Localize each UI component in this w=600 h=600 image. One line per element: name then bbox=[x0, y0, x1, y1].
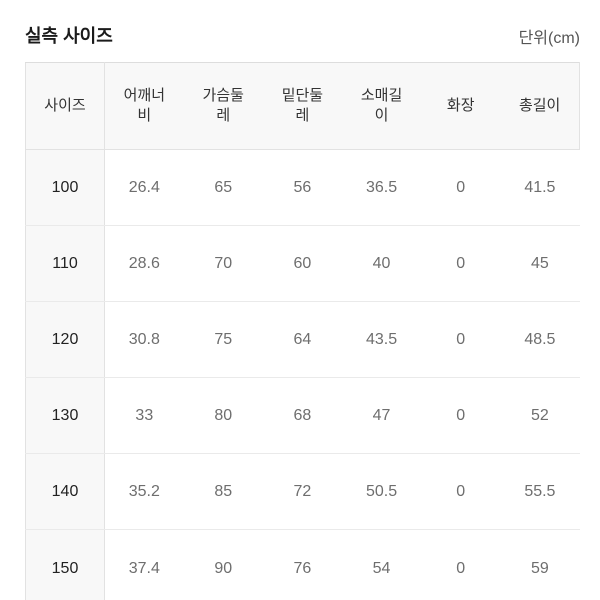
cell-value: 68 bbox=[262, 377, 342, 454]
size-table-body: 100 26.4 65 56 36.5 0 41.5 110 28.6 70 6… bbox=[25, 149, 580, 600]
cell-value: 90 bbox=[183, 529, 263, 600]
cell-value: 30.8 bbox=[104, 301, 184, 378]
column-header-size: 사이즈 bbox=[25, 62, 105, 150]
column-header-chest-girth: 가슴둘 레 bbox=[183, 62, 263, 150]
row-size-label: 140 bbox=[25, 453, 105, 530]
cell-value: 76 bbox=[262, 529, 342, 600]
cell-value: 0 bbox=[421, 301, 501, 378]
cell-value: 47 bbox=[341, 377, 422, 454]
table-row-size-110: 110 28.6 70 60 40 0 45 bbox=[25, 225, 580, 302]
cell-value: 0 bbox=[421, 453, 501, 530]
cell-value: 36.5 bbox=[341, 149, 422, 226]
cell-value: 70 bbox=[183, 225, 263, 302]
cell-value: 0 bbox=[421, 225, 501, 302]
cell-value: 45 bbox=[500, 225, 580, 302]
row-size-label: 130 bbox=[25, 377, 105, 454]
cell-value: 72 bbox=[262, 453, 342, 530]
row-size-label: 110 bbox=[25, 225, 105, 302]
cell-value: 54 bbox=[341, 529, 422, 600]
table-row-size-140: 140 35.2 85 72 50.5 0 55.5 bbox=[25, 453, 580, 530]
cell-value: 80 bbox=[183, 377, 263, 454]
cell-value: 28.6 bbox=[104, 225, 184, 302]
cell-value: 0 bbox=[421, 377, 501, 454]
cell-value: 33 bbox=[104, 377, 184, 454]
cell-value: 48.5 bbox=[500, 301, 580, 378]
cell-value: 50.5 bbox=[341, 453, 422, 530]
cell-value: 0 bbox=[421, 149, 501, 226]
size-table: 사이즈 어깨너 비 가슴둘 레 밑단둘 레 소매길 이 화장 총길이 100 2… bbox=[25, 62, 581, 600]
unit-label: 단위(cm) bbox=[518, 29, 580, 47]
table-row-size-150: 150 37.4 90 76 54 0 59 bbox=[25, 529, 580, 600]
column-header-sleeve-length: 소매길 이 bbox=[341, 62, 422, 150]
cell-value: 37.4 bbox=[104, 529, 184, 600]
cell-value: 56 bbox=[262, 149, 342, 226]
table-row-size-130: 130 33 80 68 47 0 52 bbox=[25, 377, 580, 454]
cell-value: 85 bbox=[183, 453, 263, 530]
page-title: 실측 사이즈 bbox=[25, 26, 113, 47]
cell-value: 64 bbox=[262, 301, 342, 378]
cell-value: 60 bbox=[262, 225, 342, 302]
cell-value: 41.5 bbox=[500, 149, 580, 226]
cell-value: 59 bbox=[500, 529, 580, 600]
column-header-total-length: 총길이 bbox=[500, 62, 581, 150]
cell-value: 35.2 bbox=[104, 453, 184, 530]
row-size-label: 120 bbox=[25, 301, 105, 378]
column-header-shoulder-width: 어깨너 비 bbox=[104, 62, 184, 150]
cell-value: 26.4 bbox=[104, 149, 184, 226]
table-row-size-120: 120 30.8 75 64 43.5 0 48.5 bbox=[25, 301, 580, 378]
cell-value: 65 bbox=[183, 149, 263, 226]
column-header-hwajang: 화장 bbox=[421, 62, 501, 150]
cell-value: 40 bbox=[341, 225, 422, 302]
header-row: 사이즈 어깨너 비 가슴둘 레 밑단둘 레 소매길 이 화장 총길이 bbox=[25, 62, 581, 150]
row-size-label: 100 bbox=[25, 149, 105, 226]
cell-value: 52 bbox=[500, 377, 580, 454]
section-header: 실측 사이즈 단위(cm) bbox=[0, 0, 600, 48]
column-header-hem-girth: 밑단둘 레 bbox=[262, 62, 342, 150]
cell-value: 75 bbox=[183, 301, 263, 378]
table-row-size-100: 100 26.4 65 56 36.5 0 41.5 bbox=[25, 149, 580, 226]
size-table-header: 사이즈 어깨너 비 가슴둘 레 밑단둘 레 소매길 이 화장 총길이 bbox=[25, 62, 581, 150]
cell-value: 55.5 bbox=[500, 453, 580, 530]
cell-value: 0 bbox=[421, 529, 501, 600]
cell-value: 43.5 bbox=[341, 301, 422, 378]
row-size-label: 150 bbox=[25, 529, 105, 600]
